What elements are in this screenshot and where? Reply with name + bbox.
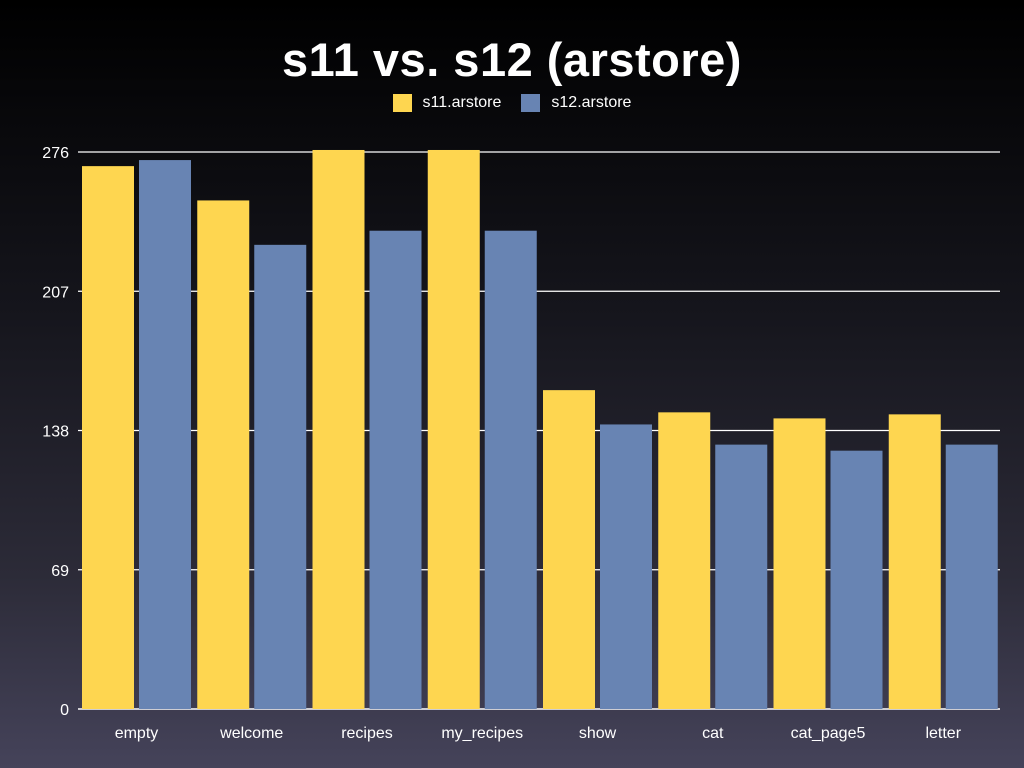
bar-my_recipes-s12	[484, 230, 537, 709]
bar-my_recipes-s11	[427, 149, 480, 710]
bar-letter-s12	[945, 444, 998, 709]
bar-letter-s11	[888, 414, 941, 709]
bar-cat_page5-s11	[773, 418, 826, 709]
bar-empty-s11	[82, 166, 134, 709]
legend-swatch-s12	[521, 94, 541, 112]
y-tick-label: 0	[60, 702, 69, 719]
y-tick-label: 69	[51, 563, 69, 580]
x-tick-label: letter	[925, 725, 961, 742]
x-tick-label: welcome	[219, 725, 283, 742]
bar-welcome-s12	[254, 244, 307, 710]
x-tick-label: my_recipes	[441, 725, 523, 742]
bar-show-s12	[600, 424, 652, 709]
legend: s11.arstore s12.arstore	[0, 93, 1024, 113]
bar-show-s11	[543, 390, 595, 709]
legend-item-s11: s11.arstore	[392, 93, 502, 113]
legend-swatch-s11	[392, 94, 412, 112]
y-tick-labels: 0 69 138 207 276	[42, 145, 69, 719]
legend-label-s12: s12.arstore	[551, 94, 632, 111]
legend-label-s11: s11.arstore	[422, 94, 502, 111]
x-tick-label: recipes	[341, 725, 393, 742]
x-tick-label: cat_page5	[791, 725, 866, 742]
x-tick-label: cat	[702, 725, 724, 742]
chart-title: s11 vs. s12 (arstore)	[282, 33, 742, 86]
bars	[82, 149, 998, 710]
x-tick-label: show	[579, 725, 617, 742]
y-tick-label: 207	[42, 284, 69, 301]
y-tick-label: 138	[42, 424, 69, 441]
y-tick-label: 276	[42, 145, 69, 162]
legend-item-s12: s12.arstore	[521, 93, 631, 113]
bar-cat-s11	[658, 412, 711, 709]
bar-recipes-s12	[369, 230, 422, 709]
x-tick-label: empty	[115, 725, 159, 742]
bar-recipes-s11	[312, 149, 365, 710]
x-tick-labels: empty welcome recipes my_recipes show cat cat_…	[115, 725, 962, 742]
bar-empty-s12	[139, 160, 191, 710]
bar-welcome-s11	[197, 200, 250, 709]
bar-cat-s12	[715, 444, 768, 709]
bar-cat_page5-s12	[830, 450, 883, 709]
